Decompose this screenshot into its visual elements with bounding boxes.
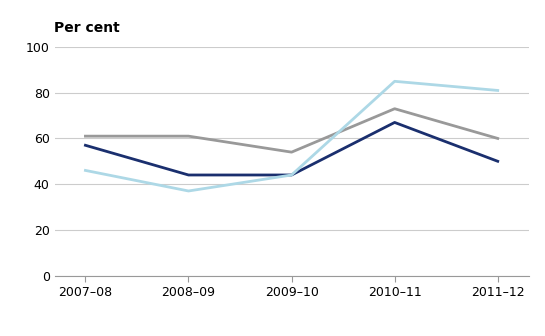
Metropolitan xyxy=(288,173,295,177)
Regional xyxy=(82,134,89,138)
Metropolitan xyxy=(82,143,89,147)
Metropolitan xyxy=(494,159,501,163)
Line: Regional: Regional xyxy=(86,109,498,152)
Metropolitan xyxy=(185,173,192,177)
Line: Rural: Rural xyxy=(86,81,498,191)
Rural xyxy=(391,79,398,83)
Rural xyxy=(185,189,192,193)
Rural xyxy=(82,168,89,172)
Rural xyxy=(494,88,501,92)
Line: Metropolitan: Metropolitan xyxy=(86,122,498,175)
Text: Per cent: Per cent xyxy=(54,21,120,35)
Rural xyxy=(288,173,295,177)
Metropolitan xyxy=(391,120,398,124)
Regional xyxy=(494,136,501,140)
Regional xyxy=(185,134,192,138)
Regional xyxy=(391,107,398,111)
Regional xyxy=(288,150,295,154)
